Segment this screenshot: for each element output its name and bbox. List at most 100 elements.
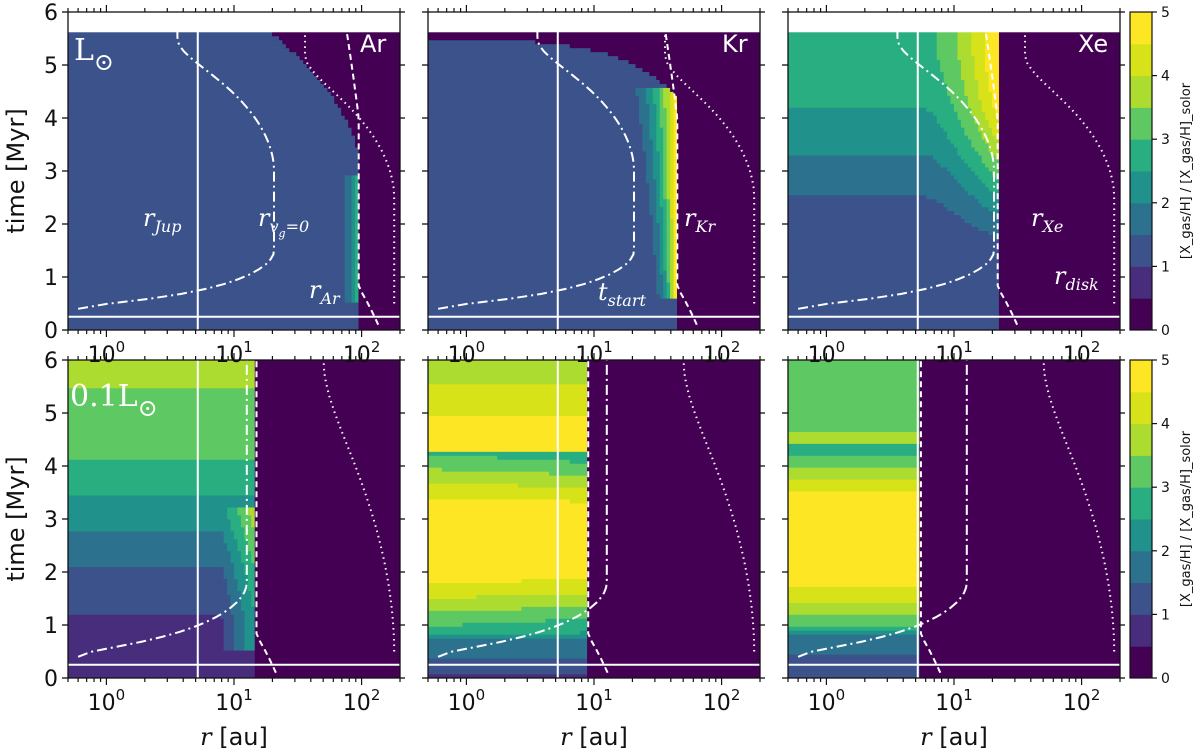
x-tick-label: 102 [343,338,381,368]
heatmap-cell [652,155,661,160]
heatmap-cell [919,479,1120,484]
heatmap-cell [497,455,588,460]
colorbar-swatch [1130,266,1152,299]
heatmap-cell [919,483,1120,488]
heatmap-cell [351,282,356,287]
heatmap-cell [341,107,400,112]
heatmap-cell [237,507,249,512]
heatmap-cell [428,306,678,311]
heatmap-cell [666,246,671,251]
heatmap-cell [68,218,346,224]
heatmap-cell [428,479,588,484]
heatmap-cell [659,262,664,267]
heatmap-cell [645,91,654,96]
heatmap-cell [992,127,1000,132]
heatmap-cell [656,131,664,136]
heatmap-cell [254,630,400,635]
heatmap-cell [68,447,256,452]
heatmap-cell [358,294,400,299]
heatmap-cell [254,626,400,631]
heatmap-cell [656,254,661,259]
heatmap-cell [985,39,1000,45]
heatmap-cell [587,383,760,389]
heatmap-cell [230,550,242,556]
heatmap-cell [967,163,986,168]
heatmap-cell [652,147,657,152]
heatmap-cell [998,302,1120,307]
heatmap-cell [348,123,400,128]
heatmap-cell [428,495,588,500]
heatmap-cell [68,47,290,53]
heatmap-cell [358,246,400,251]
heatmap-cell [344,250,352,255]
heatmap-cell [656,190,661,196]
heatmap-cell [666,270,671,275]
heatmap-cell [428,435,588,440]
heatmap-cell [673,290,678,295]
heatmap-cell [428,51,609,57]
heatmap-cell [666,274,671,279]
heatmap-cell [985,35,1000,41]
heatmap-cell [788,318,1000,323]
heatmap-cell [428,618,546,623]
heatmap-cell [998,234,1120,239]
heatmap-cell [656,178,661,184]
heatmap-cell [670,135,674,140]
heatmap-cell [351,238,356,243]
heatmap-cell [670,115,674,120]
heatmap-cell [320,79,400,84]
heatmap-cell [428,554,588,560]
heatmap-cell [666,194,671,200]
heatmap-cell [663,230,668,236]
heatmap-cell [254,515,400,520]
heatmap-cell [673,151,678,156]
heatmap-cell [998,71,1120,77]
heatmap-cell [68,135,356,140]
heatmap-cell [788,39,938,45]
heatmap-cell [358,202,400,208]
heatmap-cell [344,182,352,188]
heatmap-cell [670,171,674,176]
heatmap-cell [587,479,760,484]
heatmap-cell [663,163,668,168]
heatmap-cell [978,151,993,156]
heatmap-cell [587,634,760,639]
heatmap-cell [995,190,1000,196]
x-tick-label: 102 [343,686,381,716]
heatmap-cell [659,266,664,271]
heatmap-cell [68,606,231,611]
colorbar-tick-label: 0 [1161,671,1170,687]
heatmap-cell [240,519,252,524]
heatmap-cell [254,530,400,536]
heatmap-cell [247,578,256,584]
heatmap-cell [358,222,400,228]
heatmap-cell [587,606,760,611]
heatmap-cell [68,367,256,373]
heatmap-cell [788,503,920,508]
heatmap-cell [351,246,356,251]
heatmap-cell [428,550,588,556]
heatmap-cell [788,246,1000,251]
heatmap-cell [234,530,245,536]
heatmap-cell [998,55,1120,61]
heatmap-cell [656,258,661,263]
heatmap-cell [788,375,920,381]
heatmap-cell [666,218,671,224]
heatmap-cell [677,278,760,283]
heatmap-cell [673,274,678,279]
colorbar-swatch [1130,139,1152,172]
r-vg0-curve [797,12,995,310]
heatmap-cell [569,499,588,504]
heatmap-cell [677,147,760,152]
heatmap-cell [587,387,760,393]
heatmap-cell [254,614,400,619]
heatmap-cell [68,186,346,192]
heatmap-cell [344,246,352,251]
heatmap-cell [788,151,958,156]
heatmap-cell [919,578,1120,584]
heatmap-cell [428,202,650,208]
heatmap-cell [957,151,979,156]
heatmap-cell [68,622,225,627]
heatmap-cell [670,87,760,92]
heatmap-cell [351,290,356,295]
